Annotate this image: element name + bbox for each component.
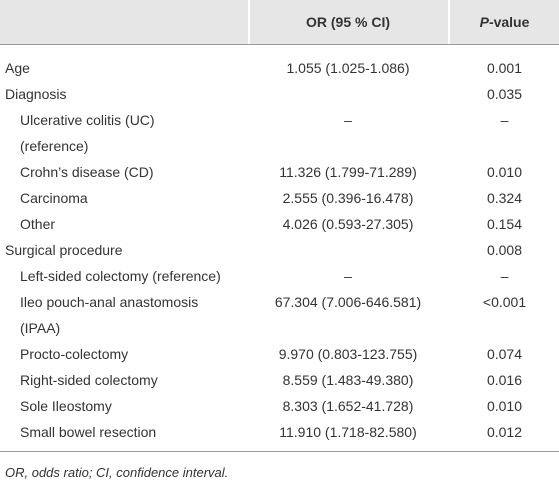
p-cell: <0.001 [482, 294, 527, 310]
p-cell: 0.012 [486, 424, 523, 440]
header-rule [0, 44, 559, 45]
p-cell: 0.324 [486, 190, 523, 206]
p-cell: 0.010 [486, 398, 523, 414]
row-label: Right-sided colectomy [20, 372, 158, 388]
row-label: Procto-colectomy [20, 346, 129, 362]
header-row: OR (95 % CI) P-value [0, 0, 559, 44]
or-cell: 9.970 (0.803-123.755) [278, 346, 418, 362]
row-label: Other [20, 216, 56, 232]
row-label: Small bowel resection [20, 424, 157, 440]
header-italic: P [479, 14, 489, 30]
header-text: -value [488, 14, 530, 30]
header-cell: OR (95 % CI) [305, 14, 390, 30]
or-cell: – [344, 112, 352, 128]
p-cell: 0.010 [486, 164, 523, 180]
p-cell: 0.001 [486, 60, 523, 76]
or-cell: 11.326 (1.799-71.289) [279, 164, 417, 180]
or-cell: 1.055 (1.025-1.086) [286, 60, 410, 76]
or-cell: 4.026 (0.593-27.305) [282, 216, 414, 232]
or-cell: 2.555 (0.396-16.478) [282, 190, 414, 206]
column-separator [248, 0, 250, 44]
p-cell: 0.016 [486, 372, 523, 388]
footnote: OR, odds ratio; CI, confidence interval. [5, 465, 229, 480]
column-separator [448, 0, 450, 44]
row-label: (IPAA) [20, 320, 61, 336]
p-cell: 0.154 [486, 216, 523, 232]
p-cell: – [500, 268, 509, 284]
row-label: Sole Ileostomy [20, 398, 112, 414]
p-cell: 0.035 [486, 86, 523, 102]
row-label: Age [5, 60, 30, 76]
or-cell: 11.910 (1.718-82.580) [279, 424, 417, 440]
row-label: Left-sided colectomy (reference) [20, 268, 221, 284]
row-label: Carcinoma [20, 190, 88, 206]
row-label: (reference) [20, 138, 89, 154]
row-label: Diagnosis [5, 86, 67, 102]
p-cell: 0.074 [486, 346, 523, 362]
bottom-rule [0, 451, 559, 452]
p-cell: – [500, 112, 509, 128]
or-cell: – [344, 268, 352, 284]
row-label: Crohn’s disease (CD) [20, 164, 154, 180]
or-cell: 8.303 (1.652-41.728) [282, 398, 414, 414]
row-label: Ulcerative colitis (UC) [20, 112, 155, 128]
row-label: Ileo pouch-anal anastomosis [20, 294, 199, 310]
or-cell: 67.304 (7.006-646.581) [274, 294, 422, 310]
or-cell: 8.559 (1.483-49.380) [282, 372, 414, 388]
p-cell: 0.008 [486, 242, 523, 258]
row-label: Surgical procedure [5, 242, 123, 258]
header-cell: P-value [450, 9, 559, 35]
